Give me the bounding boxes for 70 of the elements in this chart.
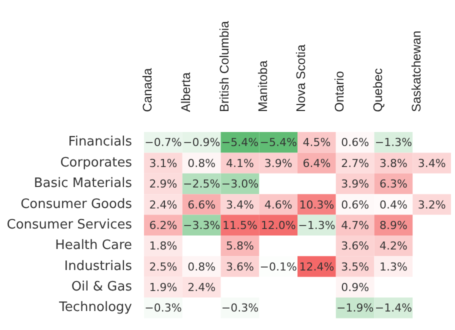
data-label: −1.3%: [374, 136, 412, 150]
data-label: 4.5%: [302, 136, 331, 150]
data-label: 2.7%: [341, 156, 370, 170]
y-tick-label: Consumer Goods: [20, 196, 132, 212]
data-label: −5.4%: [221, 136, 259, 150]
data-label: 6.3%: [379, 178, 408, 191]
data-label: −0.1%: [260, 260, 297, 274]
data-label: −1.3%: [298, 218, 336, 232]
data-label: −0.9%: [182, 136, 220, 150]
x-tick-label: Nova Scotia: [294, 44, 308, 112]
y-tick-label: Financials: [68, 134, 132, 150]
x-tick-label: Quebec: [370, 68, 385, 112]
data-label: 3.6%: [341, 240, 370, 253]
data-label: 12.4%: [299, 260, 334, 274]
data-label: 3.1%: [149, 156, 178, 170]
data-label: 2.5%: [149, 260, 178, 274]
y-tick-label: Basic Materials: [34, 176, 132, 192]
data-label: 4.1%: [226, 156, 254, 170]
data-label: 3.6%: [226, 260, 254, 274]
data-label: 2.4%: [149, 198, 178, 212]
data-label: 3.8%: [379, 156, 408, 170]
data-label: 0.4%: [379, 198, 408, 212]
x-tick-label: Saskatchewan: [409, 30, 424, 112]
data-label: 1.3%: [379, 260, 408, 274]
data-label: 6.4%: [302, 156, 331, 170]
data-label: 1.9%: [149, 281, 178, 294]
data-label: 0.8%: [188, 260, 216, 274]
data-label: −1.4%: [374, 302, 412, 315]
data-label: 0.6%: [341, 136, 370, 150]
data-label: 12.0%: [260, 218, 296, 232]
data-label: 3.9%: [264, 156, 292, 170]
data-label: 6.2%: [149, 218, 178, 232]
data-label: 5.8%: [226, 240, 254, 253]
data-label: 8.9%: [379, 218, 408, 232]
data-label: 4.7%: [341, 218, 370, 232]
x-tick-label: British Columbia: [217, 20, 232, 112]
data-label: 2.9%: [149, 178, 178, 191]
y-tick-label: Consumer Services: [6, 217, 132, 232]
data-label: 0.9%: [341, 281, 370, 294]
data-label: −3.3%: [182, 218, 220, 232]
y-tick-label: Health Care: [55, 238, 132, 254]
y-tick-label: Corporates: [60, 155, 132, 170]
x-tick-label: Canada: [140, 68, 155, 112]
data-label: −2.5%: [182, 178, 220, 191]
data-label: 1.8%: [149, 240, 178, 253]
data-label: 3.2%: [418, 198, 446, 212]
y-tick-label: Technology: [58, 300, 132, 316]
y-tick-label: Industrials: [64, 258, 132, 274]
data-label: 3.4%: [226, 198, 254, 212]
data-label: 10.3%: [299, 198, 334, 212]
x-tick-label: Ontario: [332, 70, 347, 112]
data-label: −0.7%: [144, 136, 182, 150]
data-label: 4.6%: [264, 198, 292, 212]
data-label: 3.4%: [418, 156, 446, 170]
data-label: 2.4%: [188, 281, 216, 294]
data-label: −0.3%: [144, 302, 182, 315]
data-label: 0.8%: [188, 156, 216, 170]
x-tick-label: Alberta: [179, 72, 194, 112]
data-label: 6.6%: [188, 198, 216, 212]
data-label: −3.0%: [221, 178, 259, 191]
x-tick-label: Manitoba: [256, 60, 270, 112]
data-label: −5.4%: [260, 136, 297, 150]
y-tick-label: Oil & Gas: [71, 280, 132, 295]
data-label: 3.5%: [341, 260, 370, 274]
data-label: 4.2%: [379, 240, 408, 253]
data-label: 3.9%: [341, 178, 370, 191]
data-label: 0.6%: [341, 198, 370, 212]
data-label: −0.3%: [221, 302, 259, 315]
data-label: −1.9%: [336, 302, 374, 315]
data-label: 11.5%: [222, 218, 258, 232]
